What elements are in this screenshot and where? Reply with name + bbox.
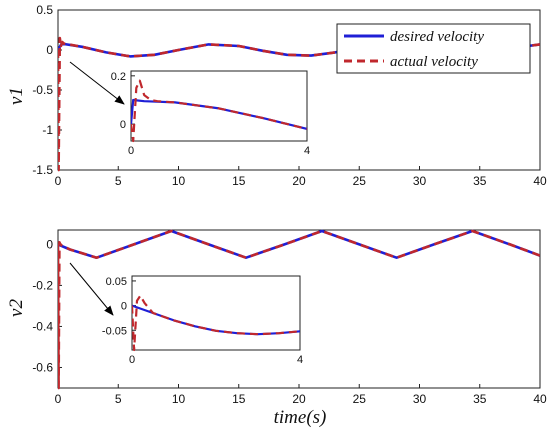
x-tick-label: 0 — [128, 145, 134, 157]
x-tick-label: 5 — [115, 392, 122, 406]
x-tick-label: 15 — [232, 174, 246, 188]
x-tick-label: 35 — [473, 392, 487, 406]
x-tick-label: 25 — [353, 392, 367, 406]
legend: desired velocity actual velocity — [336, 23, 531, 74]
legend-label-actual: actual velocity — [390, 54, 478, 70]
series-actual-line — [132, 294, 300, 352]
x-tick-label: 35 — [473, 174, 487, 188]
v2-axis-label: v2 — [6, 299, 27, 317]
y-tick-label: -0.4 — [32, 319, 53, 333]
zoom-arrow-v2 — [69, 262, 114, 316]
v1-axis-label: v1 — [6, 87, 27, 105]
inset-v1: 0 40.20 — [111, 70, 310, 157]
x-tick-label: 40 — [533, 174, 547, 188]
inset-v2-series — [132, 294, 300, 352]
series-actual-line — [131, 79, 307, 143]
zoom-arrow-v1 — [69, 61, 125, 105]
x-tick-label: 4 — [304, 145, 310, 157]
y-tick-label: 0.05 — [106, 276, 127, 288]
bottom-series — [58, 229, 540, 390]
x-tick-label: 40 — [533, 392, 547, 406]
y-tick-label: 0 — [120, 119, 126, 131]
y-tick-label: 0.2 — [111, 71, 126, 83]
y-tick-label: 0 — [121, 301, 127, 313]
time-axis-label: time(s) — [274, 407, 327, 428]
y-tick-label: 0 — [46, 237, 53, 251]
inset-v1-series — [131, 79, 307, 143]
inset-v2: 0 4 0.05 0 -0.05 — [102, 275, 303, 366]
series-actual-line — [58, 229, 540, 390]
x-tick-label: 0 — [129, 354, 135, 366]
x-tick-label: 15 — [232, 392, 246, 406]
inset-v1-frame — [130, 70, 308, 142]
inset-v2-frame — [131, 275, 301, 351]
chart-v2: v2 time(s) 0 5 10 15 20 25 30 35 400-0.2-0.4-0.6… — [6, 229, 547, 428]
legend-label-desired: desired velocity — [390, 29, 484, 45]
x-tick-label: 0 — [55, 174, 62, 188]
x-tick-label: 30 — [413, 392, 427, 406]
y-tick-label: -1.5 — [32, 163, 53, 177]
x-tick-label: 0 — [55, 392, 62, 406]
inset-v2-tick-labels: 0 4 0.05 0 -0.05 — [102, 276, 303, 366]
y-tick-label: -0.6 — [32, 360, 53, 374]
x-tick-label: 5 — [115, 174, 122, 188]
x-tick-label: 20 — [292, 174, 306, 188]
bottom-tick-labels: 0 5 10 15 20 25 30 35 400-0.2-0.4-0.6 — [32, 237, 547, 406]
chart-v1: v1 0 5 10 15 20 25 30 35 400.50-0.5-1-1.5 desire… — [6, 3, 547, 188]
y-tick-label: -0.05 — [102, 325, 127, 337]
x-tick-label: 20 — [292, 392, 306, 406]
x-tick-label: 25 — [353, 174, 367, 188]
legend-box — [336, 23, 531, 74]
y-tick-label: -1 — [42, 123, 53, 137]
top-tick-labels: 0 5 10 15 20 25 30 35 400.50-0.5-1-1.5 — [32, 3, 547, 188]
y-tick-label: -0.5 — [32, 83, 53, 97]
y-tick-label: 0.5 — [36, 3, 53, 17]
x-tick-label: 10 — [172, 174, 186, 188]
x-tick-label: 4 — [297, 354, 303, 366]
y-tick-label: -0.2 — [32, 278, 53, 292]
x-tick-label: 10 — [172, 392, 186, 406]
y-tick-label: 0 — [46, 43, 53, 57]
series-actual-line — [58, 36, 540, 172]
x-tick-label: 30 — [413, 174, 427, 188]
